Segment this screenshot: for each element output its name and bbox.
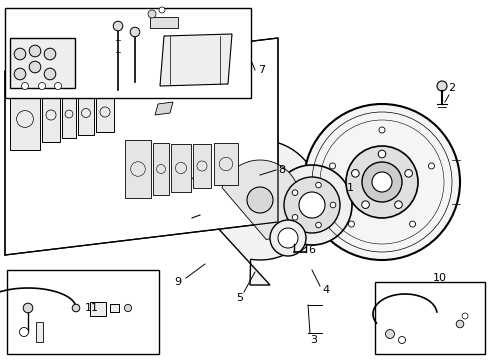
Circle shape	[130, 27, 140, 37]
Bar	[125, 140, 151, 198]
Circle shape	[378, 127, 384, 133]
Circle shape	[23, 303, 33, 313]
Circle shape	[404, 170, 411, 177]
Polygon shape	[160, 34, 231, 86]
Circle shape	[461, 313, 467, 319]
Bar	[374, 282, 484, 354]
Circle shape	[329, 202, 335, 208]
Circle shape	[315, 182, 321, 188]
Circle shape	[159, 7, 164, 13]
Circle shape	[346, 146, 417, 218]
Bar	[153, 143, 169, 195]
Circle shape	[394, 201, 402, 208]
Circle shape	[329, 163, 335, 169]
Circle shape	[148, 10, 156, 18]
Circle shape	[351, 170, 358, 177]
Bar	[5, 8, 250, 98]
Circle shape	[278, 228, 297, 248]
Bar	[214, 143, 238, 185]
Text: 8: 8	[278, 165, 285, 175]
Text: 4: 4	[322, 285, 329, 295]
Circle shape	[29, 61, 41, 73]
Bar	[42, 88, 60, 142]
Bar	[10, 38, 75, 88]
Circle shape	[385, 329, 394, 338]
Circle shape	[377, 150, 385, 158]
Bar	[7, 270, 159, 354]
Circle shape	[124, 305, 131, 312]
Circle shape	[298, 192, 325, 218]
Circle shape	[427, 163, 433, 169]
Bar	[62, 90, 76, 138]
Bar	[150, 17, 178, 28]
Text: 9: 9	[174, 277, 181, 287]
Polygon shape	[5, 38, 278, 255]
Text: 7: 7	[258, 65, 265, 75]
Circle shape	[113, 21, 122, 31]
Circle shape	[436, 81, 446, 91]
Bar	[90, 302, 106, 316]
Circle shape	[269, 220, 305, 256]
Polygon shape	[155, 102, 173, 115]
Circle shape	[72, 304, 80, 312]
Circle shape	[20, 328, 28, 337]
Text: 10: 10	[432, 273, 446, 283]
Circle shape	[14, 68, 26, 80]
Circle shape	[54, 82, 61, 90]
Bar	[110, 304, 119, 312]
Polygon shape	[222, 160, 299, 239]
Circle shape	[315, 222, 321, 228]
Circle shape	[455, 320, 463, 328]
Circle shape	[348, 221, 354, 227]
Bar	[193, 144, 210, 188]
Circle shape	[246, 187, 272, 213]
Text: 11: 11	[85, 303, 99, 313]
Bar	[171, 144, 191, 192]
Text: 5: 5	[236, 293, 243, 303]
Bar	[78, 91, 94, 135]
Circle shape	[44, 68, 56, 80]
Bar	[96, 92, 114, 132]
Bar	[10, 88, 40, 150]
Circle shape	[271, 165, 351, 245]
Circle shape	[371, 172, 391, 192]
Circle shape	[284, 177, 339, 233]
Polygon shape	[200, 140, 319, 285]
Circle shape	[44, 48, 56, 60]
Circle shape	[21, 82, 28, 90]
Bar	[36, 322, 43, 342]
Circle shape	[304, 104, 459, 260]
Circle shape	[292, 215, 297, 220]
Circle shape	[292, 190, 297, 195]
Text: 6: 6	[308, 245, 315, 255]
Circle shape	[361, 162, 401, 202]
Text: 1: 1	[346, 183, 353, 193]
Circle shape	[409, 221, 415, 227]
Circle shape	[29, 45, 41, 57]
Circle shape	[361, 201, 368, 208]
Text: 2: 2	[447, 83, 455, 93]
Circle shape	[14, 48, 26, 60]
Circle shape	[398, 337, 405, 343]
Text: 3: 3	[310, 335, 317, 345]
Circle shape	[39, 82, 45, 90]
